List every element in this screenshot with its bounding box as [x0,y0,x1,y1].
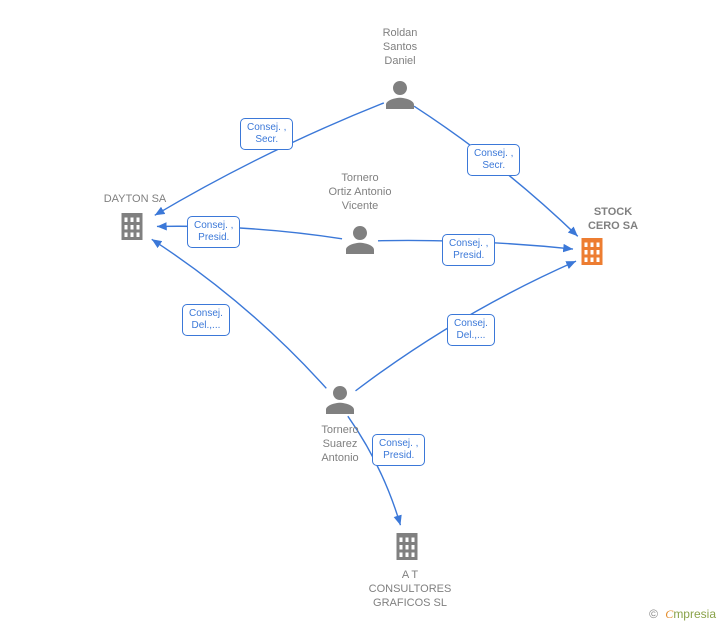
edge-label: Consej. , Presid. [187,216,240,248]
copyright-symbol: © [649,607,658,621]
edge-label: Consej. , Secr. [240,118,293,150]
node-label: DAYTON SA [85,193,185,207]
brand-name: mpresia [673,607,716,621]
edge-label: Consej. Del.,... [447,314,495,346]
edge-label: Consej. Del.,... [182,304,230,336]
edge-label: Consej. , Presid. [372,434,425,466]
edge [152,239,327,388]
person-icon [386,81,414,109]
edge-label: Consej. , Secr. [467,144,520,176]
building-icon [122,213,143,240]
edge-label: Consej. , Presid. [442,234,495,266]
node-label: A T CONSULTORES GRAFICOS SL [360,569,460,610]
diagram-canvas [0,0,728,630]
footer-watermark: © Cmpresia [649,607,716,622]
building-icon [582,238,603,265]
edge [157,226,342,239]
node-label: Tornero Ortiz Antonio Vicente [310,172,410,213]
person-icon [346,226,374,254]
person-icon [326,386,354,414]
node-label: Roldan Santos Daniel [350,27,450,68]
building-icon [397,533,418,560]
node-label: STOCK CERO SA [563,206,663,234]
